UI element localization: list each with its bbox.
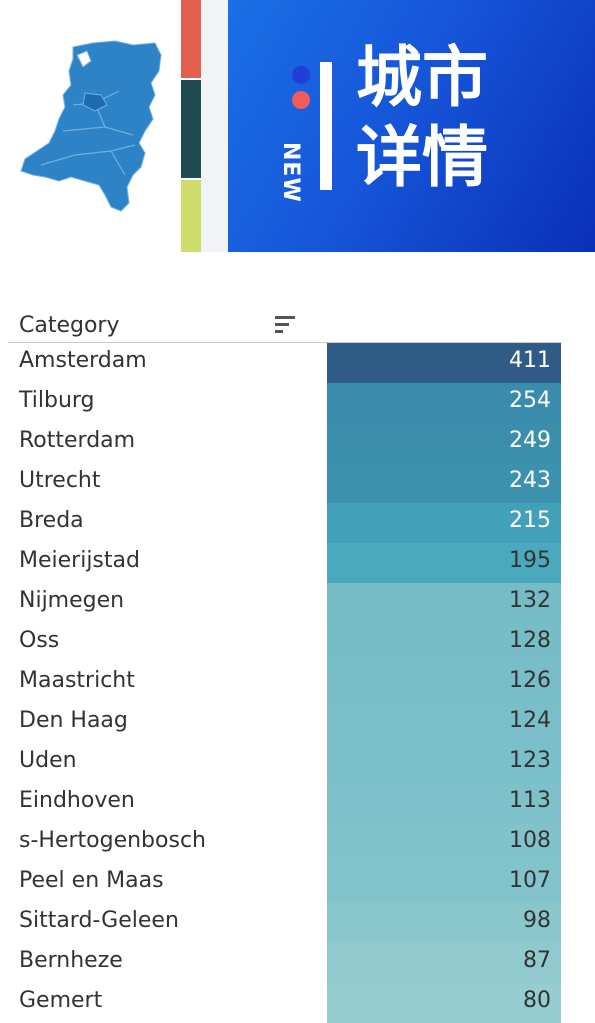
row-value-label: 108	[509, 828, 551, 853]
row-value-label: 128	[509, 628, 551, 653]
table-row[interactable]: Eindhoven 113	[8, 783, 561, 823]
table-row[interactable]: s-Hertogenbosch 108	[8, 823, 561, 863]
row-category-label: Nijmegen	[19, 588, 125, 613]
value-cell: 249	[327, 423, 561, 463]
value-cell: 98	[327, 903, 561, 943]
table-row[interactable]: Bernheze 87	[8, 943, 561, 983]
value-cell: 123	[327, 743, 561, 783]
value-cell: 215	[327, 503, 561, 543]
value-cell: 195	[327, 543, 561, 583]
value-cell: 128	[327, 623, 561, 663]
table-row[interactable]: Utrecht 243	[8, 463, 561, 503]
row-value-label: 411	[509, 348, 551, 373]
row-value-label: 113	[509, 788, 551, 813]
table-row[interactable]: Uden 123	[8, 743, 561, 783]
value-cell: 108	[327, 823, 561, 863]
table-row[interactable]: Den Haag 124	[8, 703, 561, 743]
row-category-label: Den Haag	[19, 708, 128, 733]
banner: NEW 城市 详情	[0, 0, 595, 252]
row-value-label: 249	[509, 428, 551, 453]
value-cell: 411	[327, 343, 561, 383]
table-row[interactable]: Tilburg 254	[8, 383, 561, 423]
table-row[interactable]: Amsterdam 411	[8, 343, 561, 383]
row-category-label: Utrecht	[19, 468, 101, 493]
row-category-label: Bernheze	[19, 948, 123, 973]
value-cell: 243	[327, 463, 561, 503]
row-category-label: Rotterdam	[19, 428, 136, 453]
stripe-gap	[201, 0, 228, 252]
row-category-label: Tilburg	[19, 388, 95, 413]
row-category-label: Gemert	[19, 988, 103, 1013]
value-cell: 113	[327, 783, 561, 823]
row-value-label: 107	[509, 868, 551, 893]
row-value-label: 87	[523, 948, 551, 973]
stripe-lime	[181, 180, 201, 252]
stripe-teal	[181, 80, 201, 178]
column-header-category: Category	[19, 313, 120, 338]
value-cell: 107	[327, 863, 561, 903]
table-row[interactable]: Nijmegen 132	[8, 583, 561, 623]
row-category-label: Amsterdam	[19, 348, 147, 373]
row-value-label: 123	[509, 748, 551, 773]
table-row[interactable]: Oss 128	[8, 623, 561, 663]
value-cell: 254	[327, 383, 561, 423]
netherlands-map-icon	[20, 40, 162, 212]
row-category-label: s-Hertogenbosch	[19, 828, 206, 853]
value-cell: 80	[327, 983, 561, 1023]
banner-title: 城市 详情	[356, 38, 506, 198]
new-badge: NEW	[278, 142, 303, 203]
stripe-red	[181, 0, 201, 78]
row-category-label: Meierijstad	[19, 548, 140, 573]
row-value-label: 195	[509, 548, 551, 573]
row-category-label: Uden	[19, 748, 77, 773]
value-cell: 87	[327, 943, 561, 983]
table-header: Category	[8, 308, 561, 343]
table-row[interactable]: Meierijstad 195	[8, 543, 561, 583]
row-category-label: Maastricht	[19, 668, 135, 693]
row-category-label: Oss	[19, 628, 60, 653]
row-value-label: 98	[523, 908, 551, 933]
row-value-label: 254	[509, 388, 551, 413]
table-row[interactable]: Sittard-Geleen 98	[8, 903, 561, 943]
table-row[interactable]: Peel en Maas 107	[8, 863, 561, 903]
row-value-label: 124	[509, 708, 551, 733]
blue-dot-icon	[292, 66, 310, 84]
banner-title-line2: 详情	[356, 119, 488, 196]
title-panel	[228, 0, 595, 252]
value-cell: 132	[327, 583, 561, 623]
red-dot-icon	[292, 91, 310, 109]
row-value-label: 215	[509, 508, 551, 533]
title-divider	[320, 62, 332, 190]
sort-icon[interactable]	[274, 314, 298, 336]
row-category-label: Breda	[19, 508, 84, 533]
row-category-label: Eindhoven	[19, 788, 135, 813]
row-category-label: Peel en Maas	[19, 868, 164, 893]
table-row[interactable]: Breda 215	[8, 503, 561, 543]
banner-title-line1: 城市	[356, 39, 488, 116]
table-row[interactable]: Rotterdam 249	[8, 423, 561, 463]
row-category-label: Sittard-Geleen	[19, 908, 179, 933]
row-value-label: 243	[509, 468, 551, 493]
row-value-label: 126	[509, 668, 551, 693]
table-row[interactable]: Gemert 80	[8, 983, 561, 1023]
row-value-label: 132	[509, 588, 551, 613]
value-cell: 124	[327, 703, 561, 743]
value-cell: 126	[327, 663, 561, 703]
row-value-label: 80	[523, 988, 551, 1013]
table-row[interactable]: Maastricht 126	[8, 663, 561, 703]
